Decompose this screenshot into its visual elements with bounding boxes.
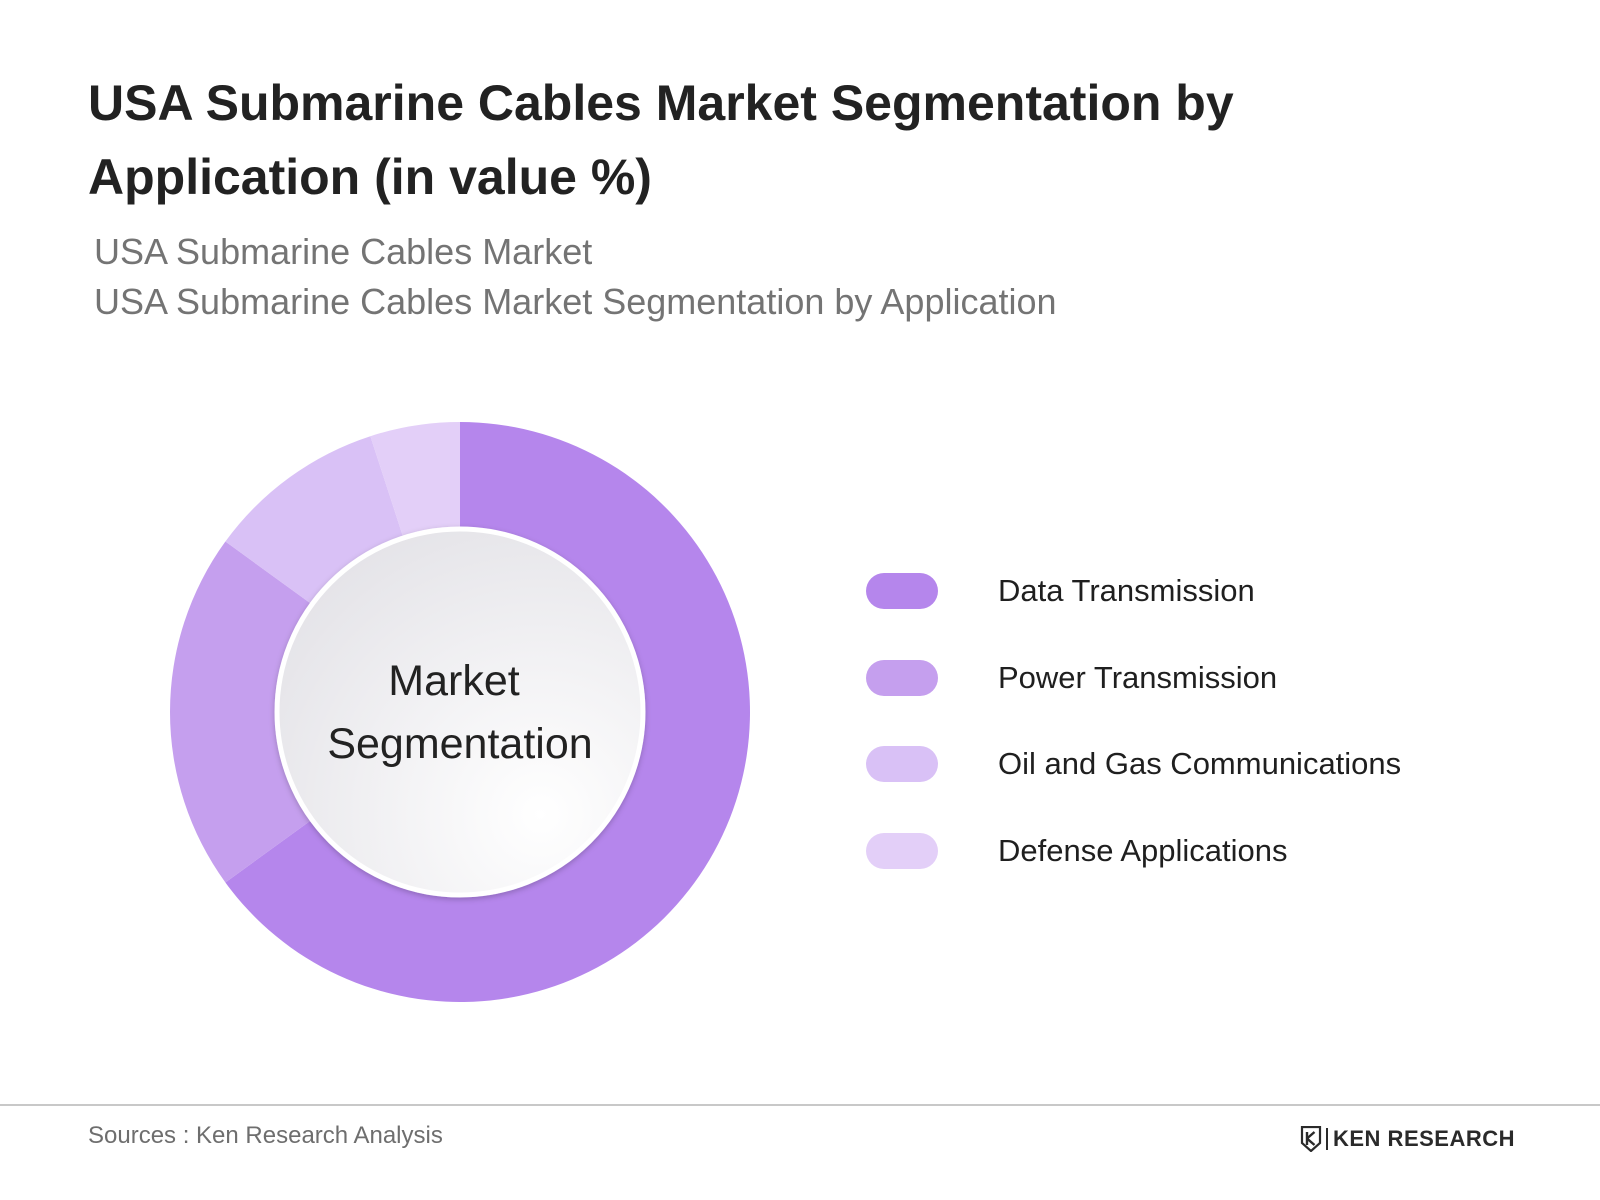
donut-slice-power-transmission	[170, 541, 312, 883]
chart-subtitle-line-1: USA Submarine Cables Market	[94, 231, 593, 272]
brand-logo: KEN RESEARCH	[1300, 1124, 1515, 1154]
donut-slice-data-transmission	[225, 422, 750, 1002]
donut-center-disc	[274, 526, 646, 898]
donut-slices	[170, 422, 750, 1002]
chart-subtitle-line-2: USA Submarine Cables Market Segmentation…	[94, 281, 1057, 322]
donut-slice-oil-and-gas-communications	[225, 436, 404, 605]
legend-label-power-transmission: Power Transmission	[998, 659, 1278, 695]
legend-swatch-power-transmission	[866, 659, 938, 696]
legend-item-power-transmission: Power Transmission	[866, 659, 1566, 697]
donut-chart: Market Segmentation	[170, 422, 750, 1002]
legend-item-defense-applications: Defense Applications	[866, 832, 1566, 870]
legend-swatch-oil-and-gas-communications	[866, 746, 938, 782]
legend-item-oil-and-gas-communications: Oil and Gas Communications	[866, 745, 1566, 783]
legend-swatch-data-transmission	[866, 573, 938, 609]
source-note: Sources : Ken Research Analysis	[88, 1122, 443, 1149]
donut-slice-defense-applications	[370, 422, 460, 538]
ken-research-logo-icon	[1300, 1126, 1322, 1152]
center-label-line-2: Segmentation	[327, 720, 592, 768]
legend-swatch-defense-applications	[866, 832, 938, 869]
brand-separator	[1326, 1128, 1328, 1150]
legend-item-data-transmission: Data Transmission	[866, 572, 1566, 610]
legend-label-oil-and-gas-communications: Oil and Gas Communications	[998, 746, 1402, 781]
legend-label-data-transmission: Data Transmission	[998, 573, 1255, 608]
brand-name: KEN RESEARCH	[1333, 1126, 1516, 1151]
center-label-line-1: Market	[388, 657, 519, 705]
page-title: USA Submarine Cables Market Segmentation…	[88, 75, 1234, 205]
chart-legend: Data Transmission Power Transmission Oil…	[866, 572, 1566, 918]
legend-label-defense-applications: Defense Applications	[998, 832, 1288, 868]
footer-divider	[0, 1104, 1600, 1106]
